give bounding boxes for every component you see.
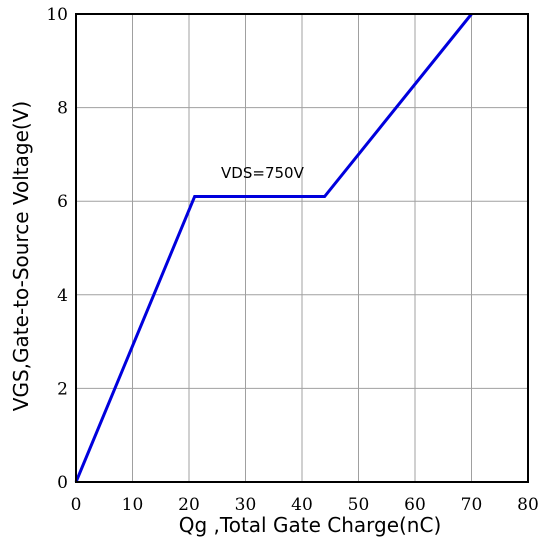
y-tick-label: 10 — [46, 5, 68, 25]
y-tick-labels: 0 2 4 6 8 10 — [46, 5, 68, 493]
x-tick-label: 40 — [291, 495, 313, 515]
x-tick-label: 10 — [122, 495, 144, 515]
x-tick-labels: 0 10 20 30 40 50 60 70 80 — [71, 495, 539, 515]
x-tick-label: 0 — [71, 495, 82, 515]
x-tick-label: 60 — [404, 495, 426, 515]
x-tick-label: 70 — [461, 495, 483, 515]
series-layer — [74, 13, 473, 483]
y-tick-label: 2 — [57, 379, 68, 399]
x-tick-label: 80 — [517, 495, 539, 515]
series-line — [74, 13, 473, 483]
plot-frame — [75, 13, 529, 483]
x-tick-label: 30 — [235, 495, 257, 515]
y-tick-label: 0 — [57, 473, 68, 493]
x-tick-label: 20 — [178, 495, 200, 515]
y-tick-label: 6 — [57, 192, 68, 212]
annotations: VDS=750V — [221, 164, 305, 182]
y-axis-label: VGS,Gate-to-Source Voltage(V) — [9, 101, 33, 411]
x-axis-label: Qg ,Total Gate Charge(nC) — [179, 513, 442, 537]
grid — [75, 13, 529, 483]
vds-annotation: VDS=750V — [221, 164, 305, 182]
x-tick-label: 50 — [348, 495, 370, 515]
y-tick-label: 4 — [57, 286, 68, 306]
y-tick-label: 8 — [57, 99, 68, 119]
